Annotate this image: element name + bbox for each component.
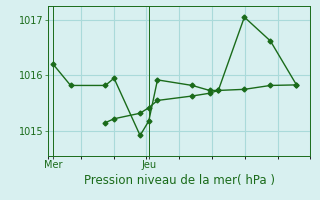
X-axis label: Pression niveau de la mer( hPa ): Pression niveau de la mer( hPa ) [84,174,275,187]
